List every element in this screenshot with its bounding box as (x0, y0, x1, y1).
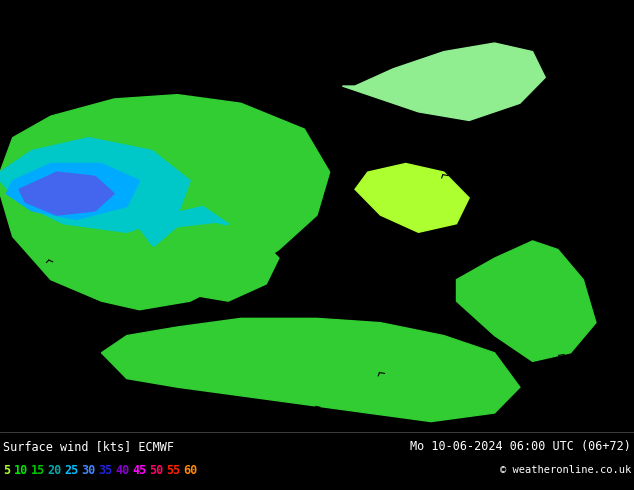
Text: 40: 40 (115, 464, 130, 477)
Polygon shape (6, 164, 139, 220)
Text: Surface wind [kts] ECMWF: Surface wind [kts] ECMWF (3, 440, 174, 453)
Polygon shape (101, 318, 520, 421)
Text: 60: 60 (183, 464, 198, 477)
Polygon shape (152, 224, 279, 301)
Text: 10: 10 (13, 464, 28, 477)
Text: 30: 30 (82, 464, 96, 477)
Text: 35: 35 (98, 464, 113, 477)
Polygon shape (19, 172, 114, 215)
Text: 45: 45 (133, 464, 146, 477)
Text: 50: 50 (150, 464, 164, 477)
Text: © weatheronline.co.uk: © weatheronline.co.uk (500, 465, 631, 475)
Text: 55: 55 (167, 464, 181, 477)
Polygon shape (342, 43, 545, 121)
Text: 20: 20 (48, 464, 61, 477)
Text: 15: 15 (30, 464, 45, 477)
Polygon shape (355, 164, 469, 232)
Text: Mo 10-06-2024 06:00 UTC (06+72): Mo 10-06-2024 06:00 UTC (06+72) (410, 440, 631, 453)
Polygon shape (0, 138, 190, 232)
Polygon shape (456, 241, 596, 362)
Polygon shape (139, 206, 228, 254)
Text: 25: 25 (65, 464, 79, 477)
Text: 5: 5 (3, 464, 10, 477)
Polygon shape (0, 95, 330, 310)
